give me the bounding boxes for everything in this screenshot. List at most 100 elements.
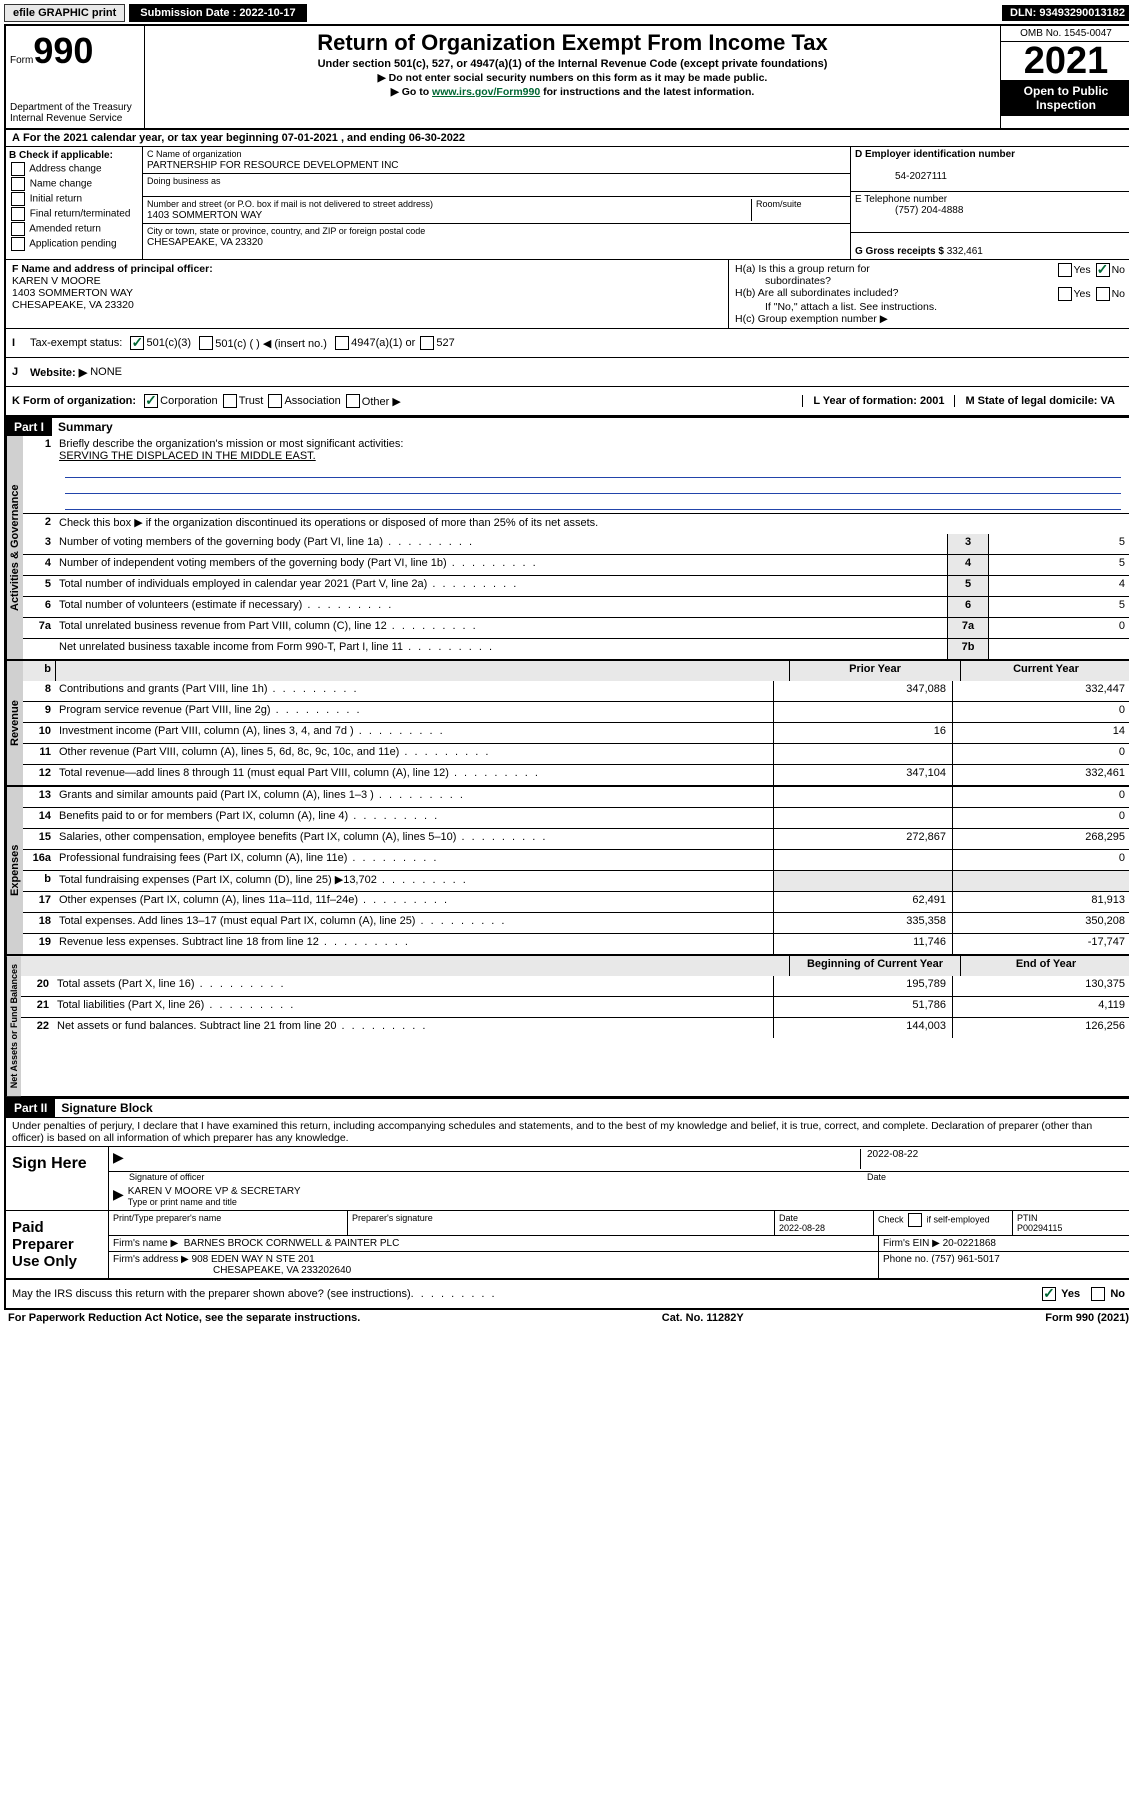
table-row: 22Net assets or fund balances. Subtract …: [21, 1017, 1129, 1038]
chk-assoc[interactable]: [268, 394, 282, 408]
firm-addr2: CHESAPEAKE, VA 233202640: [113, 1265, 351, 1276]
revenue-block: Revenue b Prior Year Current Year 8Contr…: [4, 661, 1129, 787]
h-a-yes[interactable]: [1058, 263, 1072, 277]
line-2-text: Check this box ▶ if the organization dis…: [55, 514, 1129, 534]
h-b-no[interactable]: [1096, 287, 1110, 301]
footer-left: For Paperwork Reduction Act Notice, see …: [8, 1312, 360, 1324]
paid-preparer-label: Paid Preparer Use Only: [6, 1211, 109, 1278]
year-box: OMB No. 1545-0047 2021 Open to PublicIns…: [1000, 26, 1129, 128]
chk-address-change[interactable]: Address change: [9, 162, 139, 176]
chk-other[interactable]: [346, 394, 360, 408]
submission-date-button[interactable]: Submission Date : 2022-10-17: [129, 4, 306, 22]
h-b-yes[interactable]: [1058, 287, 1072, 301]
title-box: Return of Organization Exempt From Incom…: [145, 26, 1000, 128]
section-h: H(a) Is this a group return for subordin…: [728, 260, 1129, 328]
part1-header: Part I: [6, 418, 52, 436]
table-row: bTotal fundraising expenses (Part IX, co…: [23, 870, 1129, 891]
line-l: L Year of formation: 2001: [802, 395, 954, 407]
chk-final-return[interactable]: Final return/terminated: [9, 207, 139, 221]
dba-row: Doing business as: [143, 174, 850, 197]
col-current: Current Year: [960, 661, 1129, 681]
declaration-text: Under penalties of perjury, I declare th…: [4, 1117, 1129, 1146]
irs-label: Internal Revenue Service: [10, 113, 140, 124]
firm-phone: (757) 961-5017: [931, 1254, 999, 1265]
part2-header-row: Part II Signature Block: [4, 1098, 1129, 1117]
table-row: 6Total number of volunteers (estimate if…: [23, 596, 1129, 617]
officer-typed-name: KAREN V MOORE VP & SECRETARY: [128, 1186, 301, 1197]
ein-row: D Employer identification number 54-2027…: [851, 147, 1129, 192]
chk-corp[interactable]: [144, 394, 158, 408]
table-row: 3Number of voting members of the governi…: [23, 534, 1129, 554]
h-a-no[interactable]: [1096, 263, 1110, 277]
table-row: 13Grants and similar amounts paid (Part …: [23, 787, 1129, 807]
table-row: 19Revenue less expenses. Subtract line 1…: [23, 933, 1129, 954]
chk-self-employed[interactable]: [908, 1213, 922, 1227]
chk-527[interactable]: [420, 336, 434, 350]
table-row: 21Total liabilities (Part X, line 26)51,…: [21, 996, 1129, 1017]
table-row: 4Number of independent voting members of…: [23, 554, 1129, 575]
city-state-zip: CHESAPEAKE, VA 23320: [147, 237, 263, 248]
tab-net-assets: Net Assets or Fund Balances: [6, 956, 21, 1096]
subtitle-1: Under section 501(c), 527, or 4947(a)(1)…: [153, 58, 992, 70]
tax-year: 2021: [1001, 42, 1129, 80]
prep-date: 2022-08-28: [779, 1223, 825, 1233]
officer-addr1: 1403 SOMMERTON WAY: [12, 287, 133, 299]
table-row: 5Total number of individuals employed in…: [23, 575, 1129, 596]
line-i: I Tax-exempt status: 501(c)(3) 501(c) ( …: [4, 328, 1129, 357]
table-row: 18Total expenses. Add lines 13–17 (must …: [23, 912, 1129, 933]
governance-block: Activities & Governance 1 Briefly descri…: [4, 436, 1129, 661]
h-note: If "No," attach a list. See instructions…: [735, 301, 1125, 313]
tab-governance: Activities & Governance: [6, 436, 23, 659]
top-bar: efile GRAPHIC print Submission Date : 20…: [4, 4, 1129, 22]
chk-501c[interactable]: [199, 336, 213, 350]
table-row: 14Benefits paid to or for members (Part …: [23, 807, 1129, 828]
line-a: A For the 2021 calendar year, or tax yea…: [4, 128, 1129, 146]
table-row: 10Investment income (Part VIII, column (…: [23, 722, 1129, 743]
chk-initial-return[interactable]: Initial return: [9, 192, 139, 206]
table-row: 12Total revenue—add lines 8 through 11 (…: [23, 764, 1129, 785]
h-c: H(c) Group exemption number ▶: [735, 313, 1125, 325]
discuss-row: May the IRS discuss this return with the…: [4, 1280, 1129, 1310]
phone-row: E Telephone number (757) 204-4888: [851, 192, 1129, 233]
street-row: Number and street (or P.O. box if mail i…: [143, 197, 850, 224]
part1-title: Summary: [52, 420, 113, 434]
mission-text: SERVING THE DISPLACED IN THE MIDDLE EAST…: [59, 450, 316, 462]
org-name: PARTNERSHIP FOR RESOURCE DEVELOPMENT INC: [147, 160, 399, 171]
firm-ein: 20-0221868: [943, 1238, 996, 1249]
discuss-no[interactable]: [1091, 1287, 1105, 1301]
table-row: 16aProfessional fundraising fees (Part I…: [23, 849, 1129, 870]
form-number-box: Form990 Department of the Treasury Inter…: [6, 26, 145, 128]
room-suite: Room/suite: [751, 199, 846, 221]
chk-name-change[interactable]: Name change: [9, 177, 139, 191]
phone-value: (757) 204-4888: [855, 205, 963, 216]
section-c: C Name of organization PARTNERSHIP FOR R…: [143, 147, 850, 259]
officer-addr2: CHESAPEAKE, VA 23320: [12, 299, 134, 311]
firm-addr1: 908 EDEN WAY N STE 201: [192, 1254, 315, 1265]
col-end: End of Year: [960, 956, 1129, 976]
org-name-row: C Name of organization PARTNERSHIP FOR R…: [143, 147, 850, 174]
page-footer: For Paperwork Reduction Act Notice, see …: [4, 1310, 1129, 1326]
chk-4947[interactable]: [335, 336, 349, 350]
irs-link[interactable]: www.irs.gov/Form990: [432, 86, 540, 98]
line-k-l-m: K Form of organization: Corporation Trus…: [4, 386, 1129, 417]
efile-button[interactable]: efile GRAPHIC print: [4, 4, 125, 22]
gross-receipts-row: G Gross receipts $ 332,461: [851, 233, 1129, 259]
section-b-label: B Check if applicable:: [9, 150, 113, 161]
section-f: F Name and address of principal officer:…: [6, 260, 728, 328]
section-b: B Check if applicable: Address change Na…: [6, 147, 143, 259]
gross-receipts-value: 332,461: [947, 246, 983, 257]
part1-header-row: Part I Summary: [4, 417, 1129, 436]
table-row: 7aTotal unrelated business revenue from …: [23, 617, 1129, 638]
chk-trust[interactable]: [223, 394, 237, 408]
chk-amended[interactable]: Amended return: [9, 222, 139, 236]
city-row: City or town, state or province, country…: [143, 224, 850, 250]
discuss-yes[interactable]: [1042, 1287, 1056, 1301]
chk-application-pending[interactable]: Application pending: [9, 237, 139, 251]
table-row: 8Contributions and grants (Part VIII, li…: [23, 681, 1129, 701]
identity-block: B Check if applicable: Address change Na…: [4, 146, 1129, 259]
line-j: J Website: ▶ NONE: [4, 357, 1129, 386]
form-header: Form990 Department of the Treasury Inter…: [4, 24, 1129, 128]
main-title: Return of Organization Exempt From Incom…: [153, 30, 992, 56]
chk-501c3[interactable]: [130, 336, 144, 350]
table-row: 11Other revenue (Part VIII, column (A), …: [23, 743, 1129, 764]
